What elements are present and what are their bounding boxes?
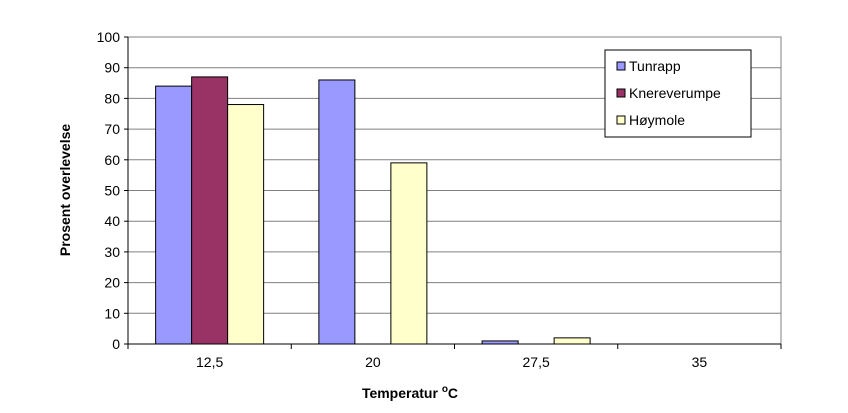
y-tick-label: 10: [104, 305, 120, 321]
bar-h-ymole-0: [227, 104, 265, 345]
bar-h-ymole-2: [553, 337, 591, 345]
x-axis-title-main: Temperatur: [362, 385, 442, 401]
y-tick-label: 20: [104, 275, 120, 291]
x-tick-labels: 12,5 20 27,5 35: [196, 354, 707, 370]
x-tick-label: 12,5: [196, 354, 223, 370]
y-tick-label: 100: [97, 29, 121, 45]
y-tick-label: 80: [104, 90, 120, 106]
legend-swatch: [616, 88, 626, 98]
x-axis-title-superscript: o: [442, 384, 448, 395]
bar-tunrapp-0: [155, 85, 193, 345]
legend-swatch: [616, 115, 626, 125]
x-tick-label: 35: [692, 354, 708, 370]
legend: Tunrapp Knereverumpe Høymole: [604, 49, 752, 138]
legend-swatch: [616, 61, 626, 71]
legend-label: Høymole: [629, 112, 685, 128]
x-tick-label: 20: [365, 354, 381, 370]
y-tick-label: 30: [104, 244, 120, 260]
y-tick-labels: 0 10 20 30 40 50 60 70 80 90 100: [97, 29, 121, 352]
legend-label: Knereverumpe: [629, 85, 721, 101]
legend-label: Tunrapp: [629, 58, 681, 74]
y-tick-label: 40: [104, 213, 120, 229]
bar-knereverumpe-0: [191, 76, 229, 345]
y-tick-label: 50: [104, 183, 120, 199]
y-tick-label: 60: [104, 152, 120, 168]
bar-h-ymole-1: [390, 162, 428, 345]
axes: [124, 36, 782, 349]
y-tick-label: 0: [112, 336, 120, 352]
bar-tunrapp-1: [318, 79, 356, 345]
y-tick-label: 90: [104, 60, 120, 76]
legend-box: [604, 49, 752, 138]
x-axis-title: Temperatur oC: [362, 384, 458, 401]
y-tick-label: 70: [104, 121, 120, 137]
x-axis-title-unit: C: [448, 385, 458, 401]
x-tick-label: 27,5: [523, 354, 550, 370]
y-axis-title: Prosent overlevelse: [57, 124, 73, 257]
bars: [155, 76, 591, 345]
